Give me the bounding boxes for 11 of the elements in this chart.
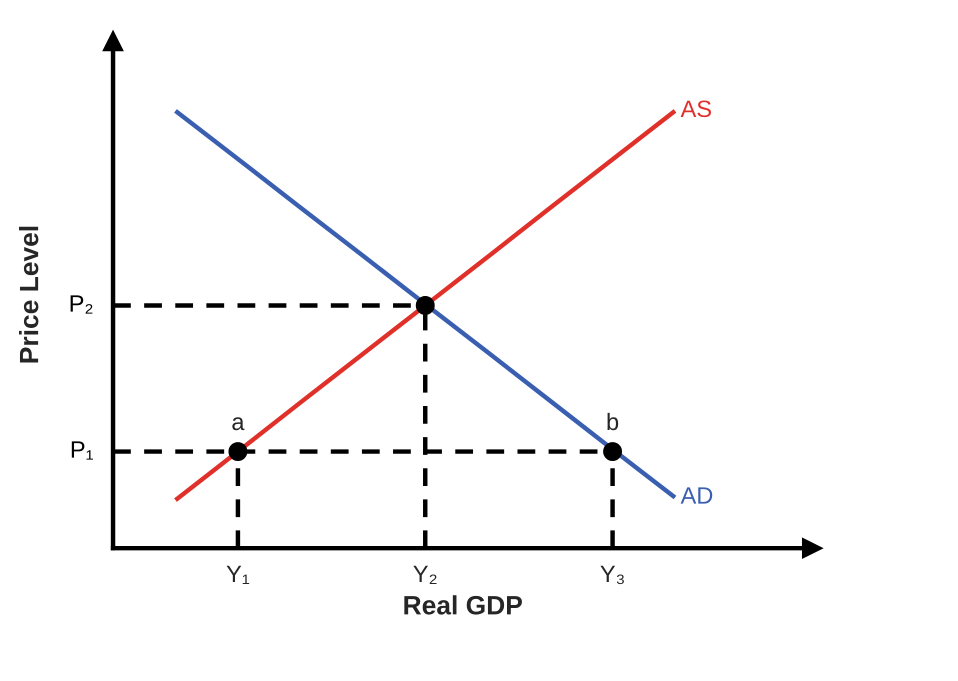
series-label: P₂	[70, 295, 92, 314]
x-axis-title: Real GDP	[404, 595, 522, 615]
x-tick-label: Y₂	[413, 566, 437, 584]
series-label: P₁	[72, 441, 93, 460]
y-axis-title: Price Level	[19, 226, 38, 362]
x-tick-label: Y₁	[226, 566, 250, 584]
annotation: a	[232, 417, 244, 430]
x-tick-label: Y₃	[600, 566, 624, 584]
series-label: AS	[680, 100, 711, 118]
annotation: b	[608, 412, 618, 430]
series-label: AD	[680, 487, 712, 504]
